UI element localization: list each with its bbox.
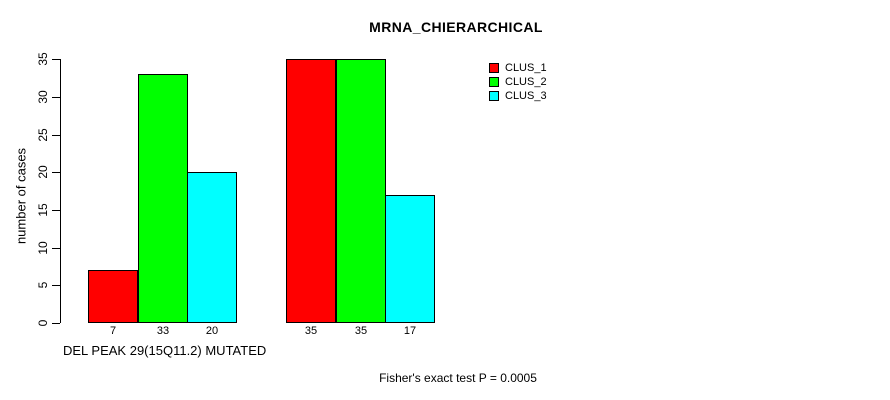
fisher-test-annotation: Fisher's exact test P = 0.0005: [379, 371, 537, 385]
y-axis-tick: [52, 97, 60, 98]
bar-value-label: 35: [304, 325, 318, 337]
bar-clus_1-g2: [286, 59, 336, 323]
y-axis-line: [60, 59, 61, 323]
y-axis-tick: [52, 323, 60, 324]
legend-color-swatch: [489, 63, 499, 73]
legend: CLUS_1 CLUS_2 CLUS_3: [489, 63, 547, 105]
y-tick-label: 5: [36, 281, 50, 289]
legend-item: CLUS_3: [489, 90, 547, 102]
x-axis-label: DEL PEAK 29(15Q11.2) MUTATED: [63, 343, 267, 358]
bar-value-label: 35: [354, 325, 368, 337]
y-axis-tick: [52, 210, 60, 211]
legend-color-swatch: [489, 91, 499, 101]
y-tick-label: 10: [36, 241, 50, 255]
bar-clus_2-g2: [336, 59, 386, 323]
y-axis-tick: [52, 59, 60, 60]
bar-value-label: 7: [109, 325, 117, 337]
y-tick-label: 35: [36, 52, 50, 66]
y-tick-label: 20: [36, 165, 50, 179]
y-tick-label: 25: [36, 128, 50, 142]
legend-item: CLUS_2: [489, 76, 547, 88]
y-axis-label: number of cases: [13, 147, 29, 245]
bar-value-label: 33: [156, 325, 170, 337]
y-axis-tick: [52, 285, 60, 286]
bar-value-label: 20: [205, 325, 219, 337]
y-axis-tick: [52, 172, 60, 173]
y-axis-tick: [52, 248, 60, 249]
y-tick-label: 15: [36, 203, 50, 217]
bar-clus_3-g1: [187, 172, 237, 323]
y-tick-label: 0: [36, 319, 50, 327]
legend-label: CLUS_2: [505, 76, 547, 88]
y-tick-label: 30: [36, 90, 50, 104]
legend-label: CLUS_1: [505, 62, 547, 74]
legend-color-swatch: [489, 77, 499, 87]
bar-clus_2-g1: [138, 74, 188, 323]
bar-value-label: 17: [403, 325, 417, 337]
bar-clus_1-g1: [88, 270, 138, 323]
bar-clus_3-g2: [385, 195, 435, 323]
chart-title: MRNA_CHIERARCHICAL: [369, 19, 543, 35]
y-axis-tick: [52, 135, 60, 136]
legend-item: CLUS_1: [489, 62, 547, 74]
legend-label: CLUS_3: [505, 90, 547, 102]
